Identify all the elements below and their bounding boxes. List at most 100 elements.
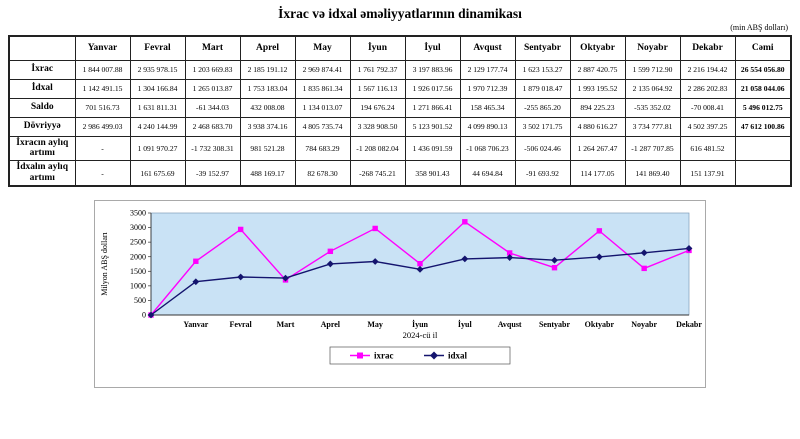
legend-marker-ixrac xyxy=(357,352,363,359)
y-tick-label: 3500 xyxy=(130,209,146,218)
table-cell: 1 271 866.41 xyxy=(404,97,461,118)
table-cell: -39 152.97 xyxy=(184,160,241,187)
table-cell: 1 265 013.87 xyxy=(184,78,241,99)
marker-ixrac xyxy=(506,250,513,256)
row-label: İxracın aylıq artımı xyxy=(8,135,76,162)
table-cell: 4 880 616.27 xyxy=(569,116,626,137)
marker-ixrac xyxy=(193,258,199,265)
x-tick-label: Yanvar xyxy=(183,320,208,329)
table-row: Saldo 701 516.73 1 631 811.31 -61 344.03 432… xyxy=(8,97,792,118)
table-cell: 2 986 499.03 xyxy=(74,116,131,137)
table-cell: 4 805 735.74 xyxy=(294,116,351,137)
row-label: İdxalın aylıq artımı xyxy=(8,160,76,187)
page-title: İxrac və idxal əməliyyatlarının dinamika… xyxy=(278,6,522,21)
x-tick-label: Noyabr xyxy=(631,320,657,329)
table-cell: -1 068 706.23 xyxy=(459,135,516,162)
marker-idxal xyxy=(595,253,603,261)
x-tick-label: Sentyabr xyxy=(539,320,571,329)
x-tick-label: Avqust xyxy=(498,320,522,329)
table-cell: 2 969 874.41 xyxy=(294,59,351,80)
table-cell: 1 753 183.04 xyxy=(239,78,296,99)
marker-idxal xyxy=(506,254,514,262)
table-cell: 1 142 491.15 xyxy=(74,78,131,99)
table-cell: - xyxy=(74,160,131,187)
table-cell: 432 008.08 xyxy=(239,97,296,118)
corner-cell xyxy=(8,35,76,61)
table-cell: 141 869.40 xyxy=(624,160,681,187)
x-tick-label: Fevral xyxy=(230,320,253,329)
table-cell xyxy=(734,160,792,187)
column-header: İyun xyxy=(349,35,406,61)
table-cell: 2 887 420.75 xyxy=(569,59,626,80)
table-header-row: Yanvar Fevral Mart Aprel May İyun İyul Avqust Se… xyxy=(8,35,792,61)
table-cell: 784 683.29 xyxy=(294,135,351,162)
table-cell: 1 091 970.27 xyxy=(129,135,186,162)
table-cell: -255 865.20 xyxy=(514,97,571,118)
table-cell: 194 676.24 xyxy=(349,97,406,118)
column-header: Yanvar xyxy=(74,35,131,61)
table-cell: 1 993 195.52 xyxy=(569,78,626,99)
y-tick-label: 3000 xyxy=(130,223,146,232)
row-label: İdxal xyxy=(8,78,76,99)
table-cell: - xyxy=(74,135,131,162)
x-tick-label: İyun xyxy=(412,319,429,329)
y-tick-label: 0 xyxy=(142,311,146,320)
data-table: Yanvar Fevral Mart Aprel May İyun İyul Avqust Se… xyxy=(8,35,792,188)
table-cell: 3 328 908.50 xyxy=(349,116,406,137)
y-tick-label: 1000 xyxy=(130,282,146,291)
table-cell: 616 481.52 xyxy=(679,135,736,162)
column-header: Avqust xyxy=(459,35,516,61)
table-cell: -1 287 707.85 xyxy=(624,135,681,162)
x-tick-label: Oktyabr xyxy=(585,320,615,329)
column-header: Aprel xyxy=(239,35,296,61)
table-cell: 2 286 202.83 xyxy=(679,78,736,99)
marker-idxal xyxy=(416,266,424,273)
column-header: Fevral xyxy=(129,35,186,61)
marker-idxal xyxy=(640,249,648,257)
marker-idxal xyxy=(326,260,334,268)
marker-idxal xyxy=(461,255,469,263)
table-row: İxrac 1 844 007.88 2 935 978.15 1 203 669.8… xyxy=(8,59,792,80)
table-cell: 3 938 374.16 xyxy=(239,116,296,137)
table-cell: -268 745.21 xyxy=(349,160,406,187)
column-header: May xyxy=(294,35,351,61)
marker-idxal xyxy=(685,245,693,252)
table-cell: 1 203 669.83 xyxy=(184,59,241,80)
y-tick-label: 500 xyxy=(134,296,146,305)
table-cell: 4 099 890.13 xyxy=(459,116,516,137)
table-cell: 2 468 683.70 xyxy=(184,116,241,137)
table-cell: 1 436 091.59 xyxy=(404,135,461,162)
column-header: İyul xyxy=(404,35,461,61)
x-tick-label: Aprel xyxy=(321,320,341,329)
table-cell: 21 058 044.06 xyxy=(734,78,792,99)
marker-ixrac xyxy=(372,225,378,232)
row-label: İxrac xyxy=(8,59,76,80)
table-cell: 358 901.43 xyxy=(404,160,461,187)
table-cell: 1 134 013.07 xyxy=(294,97,351,118)
row-label: Saldo xyxy=(8,97,76,118)
unit-note: (min ABŞ dolları) xyxy=(730,23,788,32)
table-cell: 4 240 144.99 xyxy=(129,116,186,137)
table-cell: 2 185 191.12 xyxy=(239,59,296,80)
x-axis-title: 2024-cü il xyxy=(403,330,438,340)
table-cell: 114 177.05 xyxy=(569,160,626,187)
table-cell: 44 694.84 xyxy=(459,160,516,187)
marker-ixrac xyxy=(551,265,558,271)
table-cell: 5 123 901.52 xyxy=(404,116,461,137)
y-axis-title: Milyon ABŞ dolları xyxy=(100,232,109,296)
table-row: İdxal 1 142 491.15 1 304 166.84 1 265 013.8… xyxy=(8,78,792,99)
x-tick-label: May xyxy=(367,320,383,329)
table-cell: 1 970 712.39 xyxy=(459,78,516,99)
column-header: Sentyabr xyxy=(514,35,571,61)
legend-marker-idxal xyxy=(430,351,438,360)
table-cell: 488 169.17 xyxy=(239,160,296,187)
marker-ixrac xyxy=(641,265,647,272)
marker-ixrac xyxy=(596,228,603,234)
table-cell: 1 761 792.37 xyxy=(349,59,406,80)
table-cell: 158 465.34 xyxy=(459,97,516,118)
row-label: Dövriyyə xyxy=(8,116,76,137)
table-cell: 3 197 883.96 xyxy=(404,59,461,80)
table-row: İxracın aylıq artımı -1 091 970.27 -1 732 … xyxy=(8,135,792,162)
table-body: İxrac 1 844 007.88 2 935 978.15 1 203 669.8… xyxy=(8,59,792,187)
table-cell: -535 352.02 xyxy=(624,97,681,118)
